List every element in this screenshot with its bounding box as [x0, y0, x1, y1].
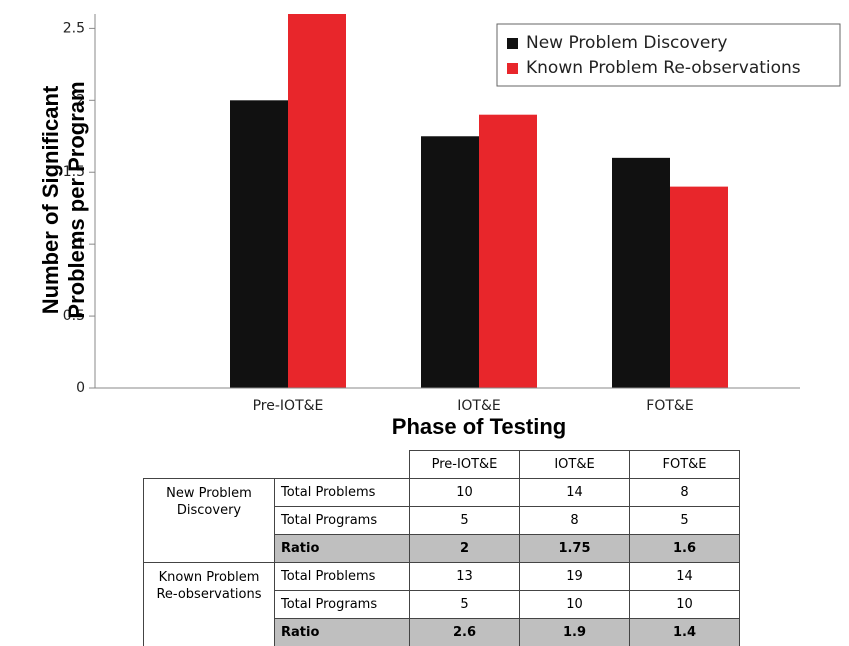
y-tick-label: 1.5 — [63, 164, 85, 180]
table-cell: 10 — [519, 590, 630, 619]
table-cell: 5 — [629, 506, 740, 535]
bar — [612, 157, 670, 388]
legend-label: Known Problem Re-observations — [526, 58, 801, 78]
row-label: Total Programs — [274, 506, 410, 535]
table-cell: 1.9 — [519, 618, 630, 646]
table-cell: 1.4 — [629, 618, 740, 646]
group-label: Known Problem Re-observations — [143, 562, 275, 646]
table-cell: 10 — [409, 478, 520, 507]
row-label: Total Problems — [274, 562, 410, 591]
table-cell: 2.6 — [409, 618, 520, 646]
row-label: Total Problems — [274, 478, 410, 507]
data-table: Pre-IOT&E IOT&E FOT&E New Problem Discovery… — [143, 450, 740, 646]
column-header: FOT&E — [629, 450, 740, 479]
column-header: Pre-IOT&E — [409, 450, 520, 479]
table-cell: 2 — [409, 534, 520, 563]
bar — [421, 136, 479, 388]
bar — [288, 14, 346, 388]
table-cell: 10 — [629, 590, 740, 619]
row-label: Ratio — [274, 534, 410, 563]
group-label: New Problem Discovery — [143, 478, 275, 563]
table-cell: 14 — [629, 562, 740, 591]
table-row: Pre-IOT&E IOT&E FOT&E — [144, 450, 740, 479]
y-tick-label: 2 — [76, 92, 85, 108]
table-cell: 1.6 — [629, 534, 740, 563]
chart: 0 0.5 1 1.5 2 2.5 Pre-IOT&E IOT&E FOT&E New Probl… — [63, 14, 841, 410]
table-cell: 14 — [519, 478, 630, 507]
y-tick-label: 1 — [76, 236, 85, 252]
table-cell: 19 — [519, 562, 630, 591]
table-cell: 5 — [409, 506, 520, 535]
row-label: Ratio — [274, 618, 410, 646]
y-tick-label: 0.5 — [63, 308, 85, 324]
table-row: Ratio 2.6 1.9 1.4 — [144, 618, 740, 646]
y-tick-label: 2.5 — [63, 20, 85, 36]
legend-label: New Problem Discovery — [526, 33, 727, 53]
table-row: Total Programs 5 8 5 — [144, 506, 740, 535]
table-corner — [144, 451, 410, 479]
table-cell: 1.75 — [519, 534, 630, 563]
y-axis-label: Number of Significant Problems per Progr… — [38, 81, 89, 319]
table-row: Ratio 2 1.75 1.6 — [144, 534, 740, 563]
x-tick-label: FOT&E — [646, 398, 693, 410]
column-header: IOT&E — [519, 450, 630, 479]
x-tick-label: IOT&E — [457, 398, 500, 410]
bar — [670, 186, 728, 388]
y-tick-label: 0 — [76, 380, 85, 396]
bar — [230, 100, 288, 389]
row-label: Total Programs — [274, 590, 410, 619]
legend-swatch — [507, 63, 518, 74]
x-axis-label: Phase of Testing — [391, 414, 567, 439]
legend-swatch — [507, 38, 518, 49]
table-cell: 8 — [629, 478, 740, 507]
table-cell: 5 — [409, 590, 520, 619]
table-row: Known Problem Re-observations Total Probl… — [143, 562, 740, 646]
table-row: Total Programs 5 10 10 — [144, 590, 740, 619]
table-cell: 13 — [409, 562, 520, 591]
table-cell: 8 — [519, 506, 630, 535]
table-row: New Problem Discovery Total Problems 10 14 8 — [143, 478, 740, 563]
bar — [479, 114, 537, 388]
x-tick-label: Pre-IOT&E — [253, 398, 324, 410]
legend-box — [496, 23, 841, 87]
